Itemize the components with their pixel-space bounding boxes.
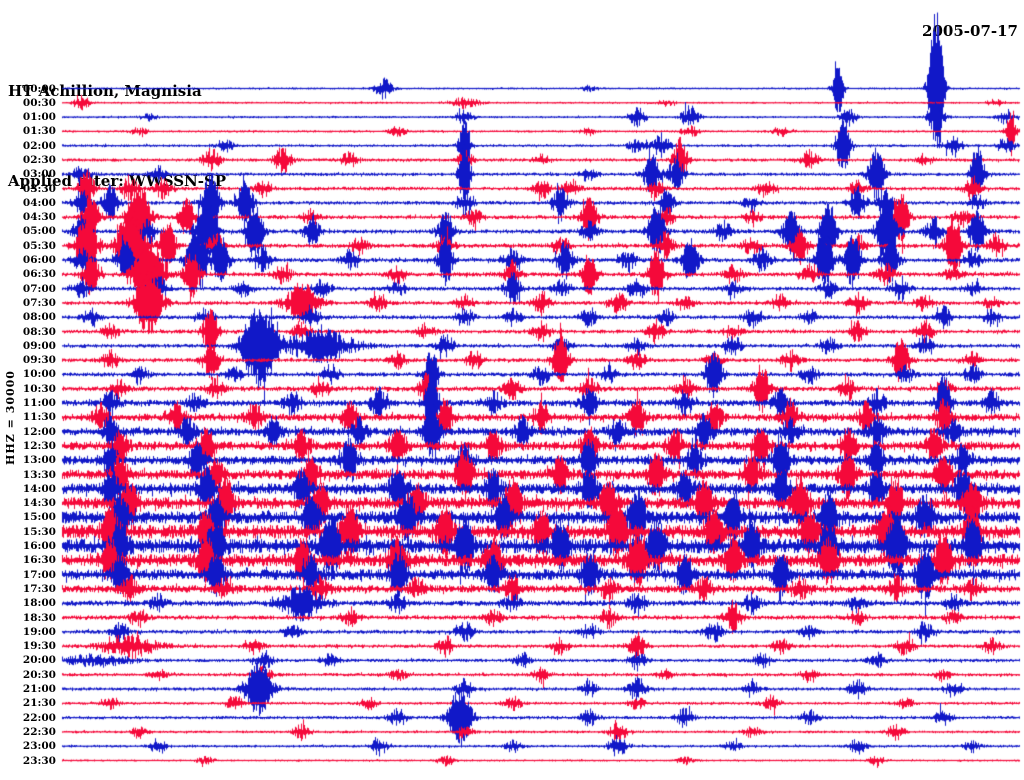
time-label: 00:30 [22,96,56,109]
time-label: 06:00 [22,254,56,267]
time-label: 00:00 [22,82,56,95]
time-label: 18:30 [22,611,56,624]
time-label: 22:30 [22,725,56,738]
time-label: 16:00 [22,540,56,553]
time-label: 06:30 [22,268,56,281]
time-label: 17:00 [22,568,56,581]
time-label: 03:00 [22,168,56,181]
time-label: 02:30 [22,153,56,166]
date-label: 2005-07-17 [922,22,1018,40]
time-label: 21:30 [22,697,56,710]
time-label: 23:00 [22,740,56,753]
time-label: 19:00 [22,625,56,638]
time-label: 03:30 [22,182,56,195]
time-label: 19:30 [22,640,56,653]
time-label: 01:00 [22,111,56,124]
time-label: 20:00 [22,654,56,667]
time-label: 12:30 [22,439,56,452]
time-label: 02:00 [22,139,56,152]
time-label: 12:00 [22,425,56,438]
time-label: 17:30 [22,582,56,595]
time-label: 08:00 [22,311,56,324]
time-label: 20:30 [22,668,56,681]
time-label: 09:00 [22,339,56,352]
time-label: 15:00 [22,511,56,524]
time-label: 18:00 [22,597,56,610]
time-label: 23:30 [22,754,56,767]
time-label: 04:00 [22,196,56,209]
time-label: 14:30 [22,497,56,510]
time-label: 09:30 [22,354,56,367]
time-label: 08:30 [22,325,56,338]
time-label: 14:00 [22,482,56,495]
time-label: 22:00 [22,711,56,724]
time-label: 07:30 [22,296,56,309]
time-label: 13:00 [22,454,56,467]
time-label: 10:00 [22,368,56,381]
time-label: 01:30 [22,125,56,138]
time-label: 16:30 [22,554,56,567]
time-label: 04:30 [22,211,56,224]
time-label: 05:30 [22,239,56,252]
time-label: 10:30 [22,382,56,395]
time-label: 15:30 [22,525,56,538]
time-label: 13:30 [22,468,56,481]
time-label: 21:00 [22,683,56,695]
time-label: 11:30 [22,411,56,424]
time-label: 07:00 [22,282,56,295]
time-label: 05:00 [22,225,56,238]
time-label: 11:00 [22,397,56,410]
